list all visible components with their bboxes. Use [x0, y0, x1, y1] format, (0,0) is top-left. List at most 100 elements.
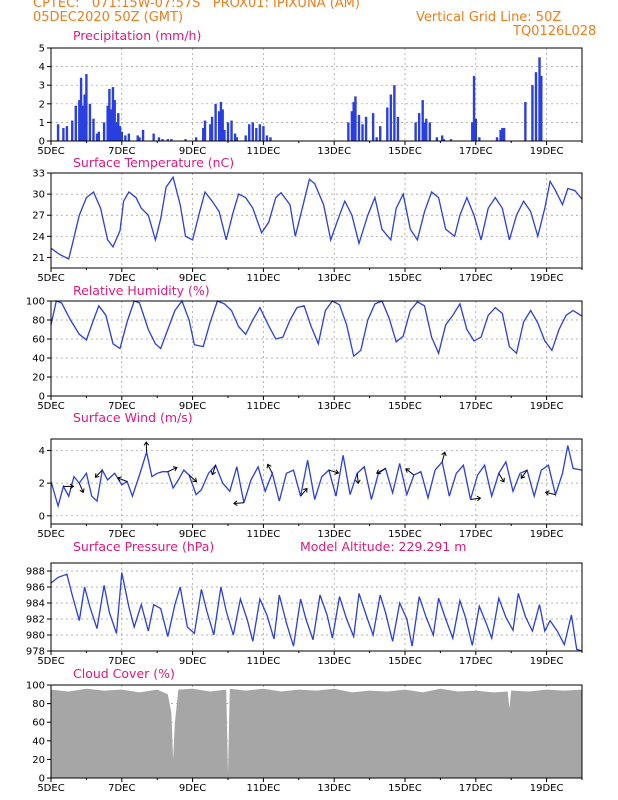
cloud-panel: 0 20 40 60 80 100 5DEC 7DEC 9DEC 11DEC 13DEC 15DEC 1… [26, 666, 583, 794]
cloud-xtick-label: 11DEC [247, 783, 281, 794]
pressure-xtick-label: 9DEC [179, 656, 206, 667]
wind-xtick-label: 19DEC [530, 529, 564, 540]
wind-arrow [356, 473, 359, 484]
temperature-xtick-label: 11DEC [247, 273, 281, 284]
humidity-xtick-label: 17DEC [459, 401, 493, 412]
wind-arrow [520, 469, 528, 479]
precip-bar [248, 124, 251, 141]
pressure-ytick-label: 978 [26, 647, 45, 658]
precip-xtick-label: 9DEC [179, 146, 206, 157]
precip-frame [50, 47, 583, 142]
humidity-frame [50, 300, 583, 397]
precip-bar [81, 105, 85, 141]
wind-title: Surface Wind (m/s) [73, 410, 193, 425]
precip-xtick-label: 19DEC [530, 146, 564, 157]
humidity-panel: 0 20 40 60 80 100 5DEC 7DEC 9DEC 11DEC 13DEC 15DEC 1… [26, 283, 583, 412]
pressure-line [50, 572, 583, 652]
precip-bar [474, 118, 477, 141]
wind-arrowhead [79, 488, 85, 494]
precip-bar [361, 124, 364, 141]
wind-arrowhead [116, 476, 122, 482]
humidity-ytick-label: 80 [32, 316, 45, 327]
precip-bar [534, 72, 538, 141]
precip-bar [106, 105, 109, 141]
precip-bar [379, 126, 382, 141]
precip-bar [350, 111, 354, 141]
wind-arrowhead [302, 487, 308, 493]
precip-bar [540, 75, 543, 141]
wind-line [50, 445, 583, 509]
wind-arrow [267, 464, 273, 474]
precip-ytick-label: 0 [39, 137, 45, 148]
temperature-title: Surface Temperature (nC) [73, 155, 234, 170]
cloud-xtick-label: 9DEC [179, 783, 206, 794]
wind-arrowhead [441, 451, 447, 457]
precip-bar [102, 122, 106, 141]
cloud-xtick-label: 15DEC [388, 783, 422, 794]
humidity-xtick-label: 13DEC [317, 401, 351, 412]
humidity-ytick-label: 40 [32, 354, 45, 365]
wind-arrowhead [520, 474, 526, 479]
precip-bar [92, 118, 95, 141]
pressure-xtick-label: 15DEC [388, 656, 422, 667]
wind-arrowhead [500, 477, 505, 483]
wind-xtick-label: 5DEC [37, 529, 64, 540]
cloud-ytick-label: 0 [39, 774, 45, 785]
pressure-xtick-label: 11DEC [247, 656, 281, 667]
wind-arrowhead [172, 466, 178, 472]
precip-bar [421, 100, 424, 141]
precip-bar [501, 127, 504, 141]
precip-bar [95, 133, 99, 141]
humidity-ytick-label: 20 [32, 373, 45, 384]
precip-bar [524, 101, 527, 141]
pressure-frame [50, 562, 583, 652]
wind-arrow [405, 468, 415, 476]
precip-bar [375, 137, 378, 141]
wind-arrowhead [94, 473, 100, 478]
temperature-line [50, 175, 583, 260]
precip-xtick-label: 5DEC [37, 146, 64, 157]
precip-bar [354, 96, 357, 141]
precip-bar [78, 100, 81, 141]
precip-bar [83, 94, 86, 141]
precip-bar [495, 137, 499, 141]
wind-arrowhead [544, 490, 550, 496]
cloud-area [51, 688, 582, 778]
precip-bar [118, 126, 122, 141]
humidity-title: Relative Humidity (%) [73, 283, 210, 298]
precip-bar [161, 139, 164, 141]
wind-arrowhead [376, 469, 381, 475]
cloud-ytick-label: 80 [32, 699, 45, 710]
precip-bar [217, 111, 221, 141]
pressure-title: Surface Pressure (hPa) [73, 539, 214, 554]
humidity-xtick-label: 11DEC [247, 401, 281, 412]
precip-ytick-label: 4 [39, 62, 45, 73]
precip-bar [471, 122, 474, 141]
wind-arrow [117, 477, 128, 482]
wind-arrow [188, 474, 197, 483]
precip-bar [97, 131, 100, 141]
precip-bar [113, 100, 116, 141]
precip-bar [223, 129, 226, 141]
cloud-ytick-label: 60 [32, 718, 45, 729]
precip-bar [56, 124, 60, 141]
precip-xtick-label: 7DEC [108, 146, 135, 157]
precip-title: Precipitation (mm/h) [73, 28, 201, 43]
precip-ytick-label: 5 [39, 44, 45, 55]
temperature-ytick-label: 21 [32, 253, 45, 264]
pressure-ytick-label: 988 [26, 567, 45, 578]
temperature-ytick-label: 33 [32, 169, 45, 180]
temperature-xtick-label: 15DEC [388, 273, 422, 284]
humidity-ytick-label: 60 [32, 335, 45, 346]
pressure-xtick-label: 13DEC [317, 656, 351, 667]
precip-bar [136, 135, 139, 141]
cloud-xtick-label: 7DEC [108, 783, 135, 794]
pressure-xtick-label: 5DEC [37, 656, 64, 667]
wind-arrowhead [266, 463, 272, 469]
humidity-xtick-label: 19DEC [530, 401, 564, 412]
precip-bar [472, 75, 476, 141]
precip-bar [499, 129, 502, 141]
precip-bar [428, 122, 431, 141]
precip-bar [219, 101, 223, 141]
